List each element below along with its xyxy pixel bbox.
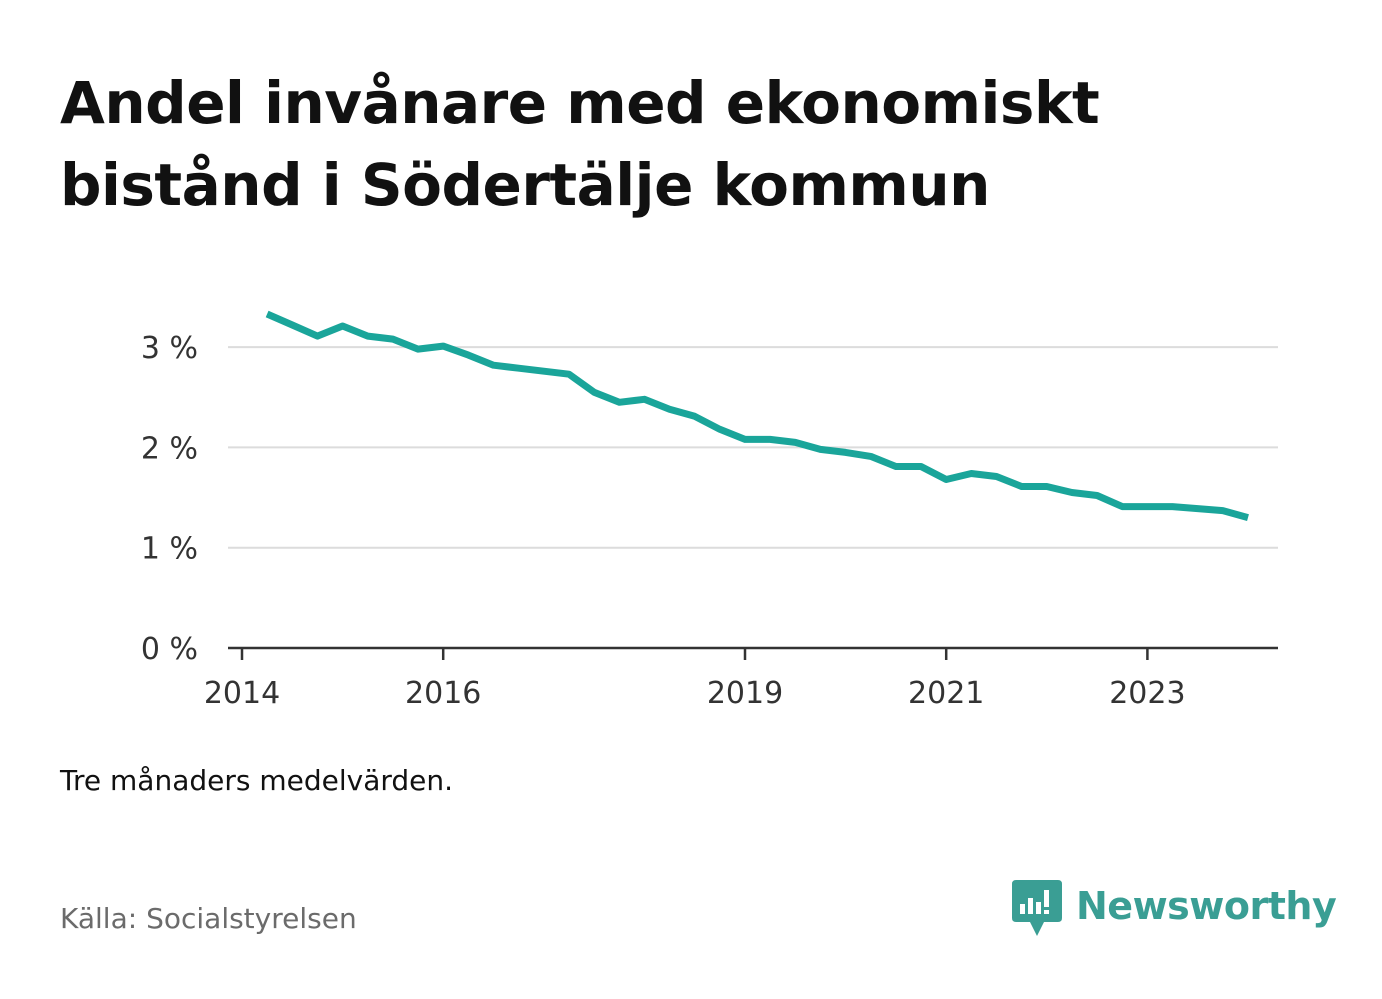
gridlines	[228, 346, 1278, 549]
x-axis	[228, 646, 1278, 660]
chart-title: Andel invånare med ekonomiskt bistånd i …	[60, 69, 1100, 219]
newsworthy-logo-icon	[1012, 880, 1062, 936]
y-axis-tick-labels: 0 % 1 % 2 % 3 %	[141, 331, 198, 667]
brand-name: Newsworthy	[1076, 884, 1337, 928]
x-tick-label: 2016	[405, 676, 481, 711]
y-tick-label: 3 %	[141, 331, 198, 366]
y-tick-label: 1 %	[141, 532, 198, 567]
x-tick-label: 2019	[707, 676, 783, 711]
x-tick-label: 2021	[908, 676, 984, 711]
x-tick-label: 2014	[204, 676, 280, 711]
brand-logo: Newsworthy	[1012, 880, 1337, 940]
y-tick-label: 2 %	[141, 431, 198, 466]
y-tick-label: 0 %	[141, 632, 198, 667]
chart-note: Tre månaders medelvärden.	[60, 764, 454, 797]
x-axis-tick-labels: 2014 2016 2019 2021 2023	[204, 676, 1186, 711]
series-line-0	[265, 310, 1249, 521]
series-layer	[265, 310, 1249, 521]
source-credit: Källa: Socialstyrelsen	[60, 902, 357, 935]
x-tick-label: 2023	[1109, 676, 1185, 711]
